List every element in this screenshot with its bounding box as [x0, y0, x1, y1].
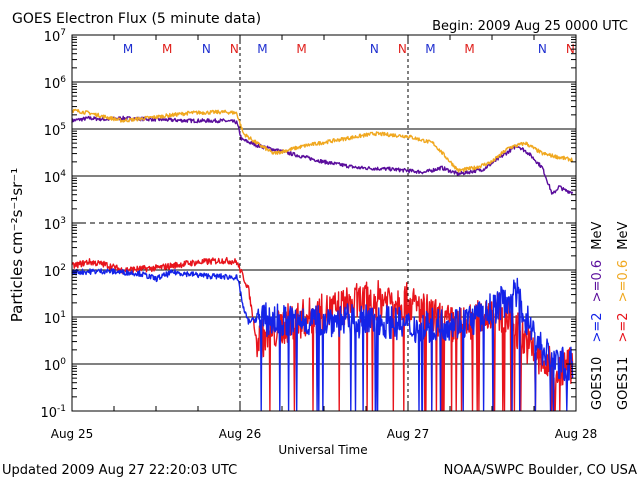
credit-label: NOAA/SWPC Boulder, CO USA	[444, 463, 637, 478]
y-tick-label: 107	[44, 28, 66, 45]
y-axis-ticks: 10-1 100 101 102 103 104 105 106 107	[40, 28, 576, 421]
y-tick-label: 106	[44, 75, 67, 92]
y-tick-label: 104	[44, 169, 67, 186]
y-tick-label: 105	[44, 122, 66, 139]
marker-n: N	[538, 42, 547, 56]
marker-n: N	[370, 42, 379, 56]
marker-n: N	[230, 42, 239, 56]
x-tick-label: Aug 28	[555, 427, 598, 441]
legend-goes11-2mev: >=2	[616, 312, 631, 342]
x-tick-label: Aug 26	[219, 427, 262, 441]
updated-timestamp: Updated 2009 Aug 27 22:20:03 UTC	[2, 463, 237, 478]
legend-goes10-2mev: >=2	[590, 312, 605, 342]
begin-date-label: Begin: 2009 Aug 25 0000 UTC	[432, 19, 628, 34]
legend-goes10-unit: MeV	[590, 222, 605, 250]
horizontal-gridlines	[72, 81, 576, 365]
series-lines	[71, 108, 574, 411]
day-boundary-lines	[239, 35, 409, 411]
series-line-goes10-0-6-mev	[71, 115, 574, 195]
legend-goes11: GOES11 >=2 >=0.6 MeV	[616, 222, 631, 410]
marker-m: M	[162, 42, 172, 56]
marker-m: M	[296, 42, 306, 56]
x-axis-label: Universal Time	[278, 443, 367, 457]
legend-goes11-06mev: >=0.6	[616, 260, 631, 302]
chart-title: GOES Electron Flux (5 minute data)	[12, 11, 261, 27]
marker-m: M	[464, 42, 474, 56]
x-tick-label: Aug 25	[51, 427, 94, 441]
legend-goes10-sat: GOES10	[590, 357, 605, 410]
series-line-goes11-0-6-mev	[71, 108, 574, 173]
series-line-goes10-2-mev	[71, 268, 574, 411]
marker-n: N	[202, 42, 211, 56]
marker-m: M	[257, 42, 267, 56]
legend-goes11-unit: MeV	[616, 222, 631, 250]
y-tick-label: 103	[44, 216, 66, 233]
legend-goes10: GOES10 >=2 >=0.6 MeV	[590, 222, 605, 410]
marker-m: M	[425, 42, 435, 56]
y-axis-label: Particles cm⁻²s⁻¹sr⁻¹	[8, 168, 26, 322]
y-tick-label: 10-1	[40, 404, 66, 421]
legend-goes10-06mev: >=0.6	[590, 260, 605, 302]
y-tick-label: 100	[44, 357, 67, 374]
x-tick-label: Aug 27	[387, 427, 430, 441]
y-tick-label: 101	[44, 310, 66, 327]
legend-goes11-sat: GOES11	[616, 357, 631, 410]
marker-m: M	[123, 42, 133, 56]
marker-n: N	[398, 42, 407, 56]
y-tick-label: 102	[44, 263, 66, 280]
x-axis-ticks: Aug 25 Aug 26 Aug 27 Aug 28	[51, 35, 598, 441]
marker-n: N	[566, 42, 575, 56]
